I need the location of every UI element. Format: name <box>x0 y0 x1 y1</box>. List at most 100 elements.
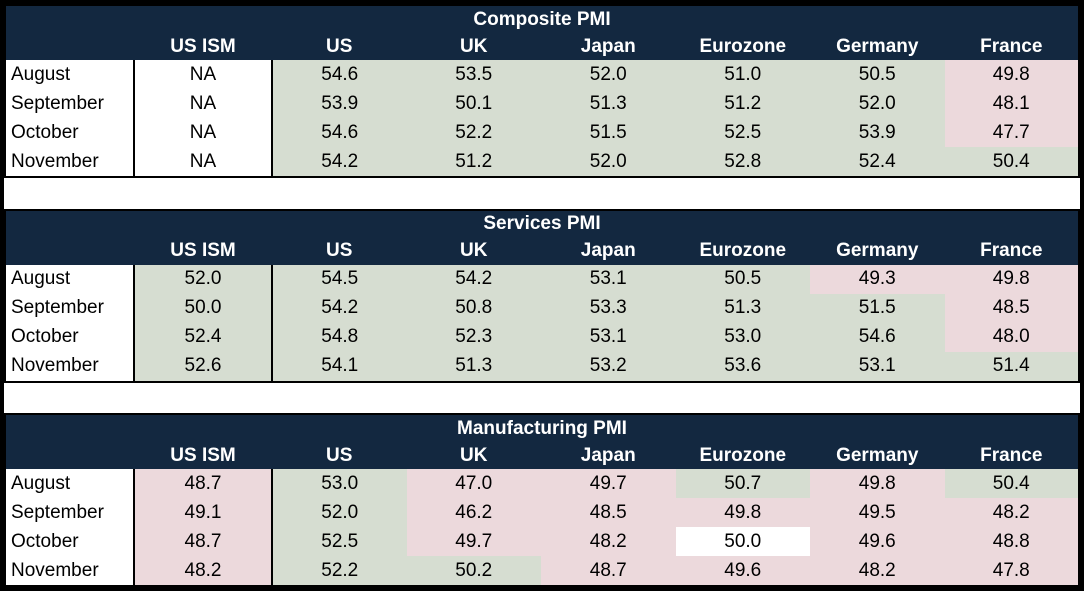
column-header: US <box>272 33 407 60</box>
pmi-value-cell: 53.2 <box>541 351 676 382</box>
table-row: August 48.7 53.0 47.0 49.7 50.7 49.8 50.4 <box>5 469 1079 498</box>
pmi-value-cell: 50.0 <box>134 293 273 323</box>
pmi-value-cell: 50.8 <box>406 293 541 323</box>
pmi-value-cell: 54.1 <box>272 351 407 382</box>
pmi-value-cell: 49.8 <box>675 498 810 527</box>
column-header: Eurozone <box>675 33 810 60</box>
column-header: Eurozone <box>675 442 810 469</box>
table-row: October NA 54.6 52.2 51.5 52.5 53.9 47.7 <box>5 118 1079 147</box>
pmi-value-cell: 51.2 <box>406 147 541 177</box>
table-row: October 52.4 54.8 52.3 53.1 53.0 54.6 48.0 <box>5 322 1079 352</box>
row-label: September <box>5 89 135 118</box>
column-header: France <box>944 442 1079 469</box>
row-label: August <box>5 469 135 498</box>
row-label: September <box>5 293 135 323</box>
pmi-value-cell: 48.0 <box>944 322 1079 352</box>
pmi-value-cell: 52.0 <box>810 89 945 118</box>
pmi-value-cell: NA <box>134 89 273 118</box>
pmi-value-cell: 52.0 <box>541 60 676 89</box>
row-label: August <box>5 60 135 89</box>
table-row: November 48.2 52.2 50.2 48.7 49.6 48.2 47.8 <box>5 556 1079 586</box>
pmi-value-cell: 48.5 <box>541 498 676 527</box>
pmi-value-cell: 52.5 <box>675 118 810 147</box>
row-label: October <box>5 118 135 147</box>
pmi-value-cell: 51.3 <box>406 351 541 382</box>
pmi-value-cell: 49.6 <box>675 556 810 586</box>
services-pmi-table: Services PMI US ISM US UK Japan Eurozone Germa… <box>4 208 1080 383</box>
pmi-value-cell: 48.2 <box>541 527 676 556</box>
pmi-value-cell: 49.1 <box>134 498 273 527</box>
pmi-value-cell: 53.0 <box>272 469 407 498</box>
column-header: US <box>272 237 407 265</box>
column-header: France <box>944 237 1079 265</box>
pmi-value-cell: 50.5 <box>810 60 945 89</box>
pmi-report-canvas: Composite PMI US ISM US UK Japan Eurozone Germ… <box>4 4 1080 587</box>
pmi-value-cell: 51.3 <box>675 293 810 323</box>
pmi-value-cell: 46.2 <box>406 498 541 527</box>
pmi-value-cell: 49.8 <box>810 469 945 498</box>
pmi-value-cell: 52.3 <box>406 322 541 352</box>
pmi-value-cell: 48.2 <box>810 556 945 586</box>
column-header: US ISM <box>134 442 272 469</box>
row-label: September <box>5 498 135 527</box>
pmi-value-cell: 53.1 <box>541 264 676 294</box>
table-row: September NA 53.9 50.1 51.3 51.2 52.0 48.1 <box>5 89 1079 118</box>
column-header: Japan <box>541 237 676 265</box>
pmi-value-cell: 52.2 <box>406 118 541 147</box>
pmi-value-cell: 48.7 <box>134 527 273 556</box>
pmi-value-cell: 50.5 <box>675 264 810 294</box>
column-header: Germany <box>810 237 945 265</box>
pmi-value-cell: 50.7 <box>675 469 810 498</box>
pmi-value-cell: 54.2 <box>406 264 541 294</box>
pmi-value-cell: 53.1 <box>810 351 945 382</box>
pmi-value-cell: NA <box>134 147 273 177</box>
pmi-value-cell: 52.6 <box>134 351 273 382</box>
pmi-value-cell: 52.0 <box>134 264 273 294</box>
composite-pmi-table: Composite PMI US ISM US UK Japan Eurozone Germ… <box>4 4 1080 178</box>
pmi-value-cell: 51.4 <box>944 351 1079 382</box>
pmi-value-cell: 49.3 <box>810 264 945 294</box>
pmi-value-cell: 54.6 <box>272 118 407 147</box>
table-row: November 52.6 54.1 51.3 53.2 53.6 53.1 51.4 <box>5 351 1079 382</box>
row-label: October <box>5 527 135 556</box>
row-label: November <box>5 147 135 177</box>
pmi-value-cell: 53.0 <box>675 322 810 352</box>
pmi-value-cell: 51.0 <box>675 60 810 89</box>
pmi-value-cell: 51.5 <box>810 293 945 323</box>
pmi-value-cell: 53.6 <box>675 351 810 382</box>
pmi-value-cell: 54.6 <box>810 322 945 352</box>
pmi-value-cell: 54.2 <box>272 147 407 177</box>
column-header: US ISM <box>134 33 272 60</box>
table-row: September 50.0 54.2 50.8 53.3 51.3 51.5 48.5 <box>5 293 1079 323</box>
row-label: October <box>5 322 135 352</box>
table-title-row: Composite PMI <box>5 5 1079 33</box>
table-row: August NA 54.6 53.5 52.0 51.0 50.5 49.8 <box>5 60 1079 89</box>
corner-cell <box>5 237 134 265</box>
table-title-row: Services PMI <box>5 209 1079 238</box>
pmi-value-cell: 50.1 <box>406 89 541 118</box>
pmi-value-cell: NA <box>134 60 273 89</box>
pmi-value-cell: 54.6 <box>272 60 407 89</box>
pmi-value-cell: 52.0 <box>541 147 676 177</box>
column-header-row: US ISM US UK Japan Eurozone Germany France <box>5 442 1079 469</box>
pmi-value-cell: 50.4 <box>944 147 1079 177</box>
pmi-value-cell: 54.8 <box>272 322 407 352</box>
table-row: August 52.0 54.5 54.2 53.1 50.5 49.3 49.8 <box>5 264 1079 294</box>
pmi-value-cell: 50.4 <box>944 469 1079 498</box>
corner-cell <box>5 33 134 60</box>
pmi-value-cell: 53.3 <box>541 293 676 323</box>
table-title-row: Manufacturing PMI <box>5 414 1079 442</box>
pmi-value-cell: 54.2 <box>272 293 407 323</box>
column-header: Eurozone <box>675 237 810 265</box>
pmi-value-cell: 53.5 <box>406 60 541 89</box>
pmi-value-cell: 52.0 <box>272 498 407 527</box>
pmi-value-cell: 48.7 <box>134 469 273 498</box>
table-row: September 49.1 52.0 46.2 48.5 49.8 49.5 48.2 <box>5 498 1079 527</box>
pmi-value-cell: 52.5 <box>272 527 407 556</box>
pmi-value-cell: 52.4 <box>134 322 273 352</box>
pmi-value-cell: 49.8 <box>944 60 1079 89</box>
column-header: Japan <box>541 33 676 60</box>
pmi-value-cell: 51.2 <box>675 89 810 118</box>
corner-cell <box>5 442 134 469</box>
column-header: UK <box>406 237 541 265</box>
